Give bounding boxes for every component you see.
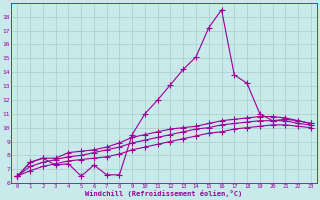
X-axis label: Windchill (Refroidissement éolien,°C): Windchill (Refroidissement éolien,°C) — [85, 190, 243, 197]
